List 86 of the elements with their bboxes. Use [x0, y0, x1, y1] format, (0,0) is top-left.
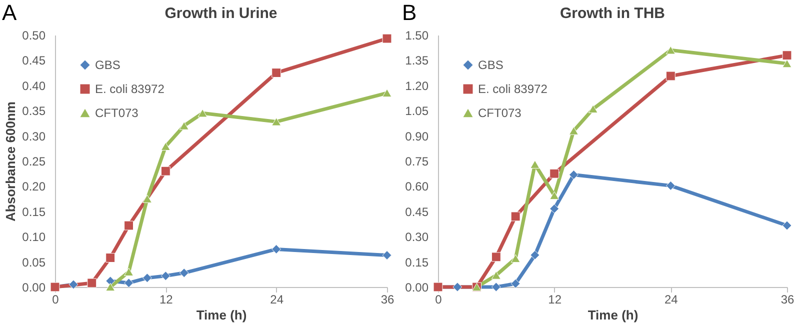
point: [530, 250, 540, 260]
point: [550, 168, 560, 178]
point: [491, 282, 501, 292]
text: A: [2, 0, 17, 26]
x-tick-label: 0: [435, 292, 442, 306]
point: [782, 220, 792, 230]
point: [569, 170, 578, 180]
chart-title: Growth in THB: [560, 5, 666, 22]
point: [87, 278, 97, 288]
y-tick-label: 1.50: [405, 28, 429, 42]
point: [272, 68, 282, 78]
legend-label: GBS: [478, 58, 504, 72]
x-axis-title: Time (h): [588, 308, 638, 322]
x-tick-label: 12: [548, 292, 562, 306]
y-tick-label: 0.30: [22, 129, 46, 144]
legend-label: CFT073: [478, 106, 522, 120]
y-tick-label: 0.00: [22, 280, 46, 294]
point: [198, 108, 208, 118]
point: [106, 253, 116, 262]
y-tick-label: 0.25: [22, 154, 46, 168]
chart-title: Growth in Urine: [164, 5, 278, 22]
y-tick-label: 0.05: [22, 255, 46, 270]
point: [530, 160, 540, 168]
point: [179, 122, 189, 130]
legend-label: CFT073: [95, 106, 139, 120]
point: [782, 50, 792, 60]
y-tick-label: 0.40: [22, 78, 46, 93]
y-tick-label: 0.15: [22, 204, 46, 219]
point: [510, 212, 520, 222]
y-tick-label: 0.35: [22, 104, 46, 118]
y-tick-label: 1.35: [405, 54, 429, 68]
y-tick-label: 0.60: [405, 180, 429, 194]
point: [160, 166, 170, 176]
point: [124, 278, 134, 288]
legend-label: E. coli 83972: [478, 82, 548, 96]
point: [142, 273, 152, 283]
point: [510, 254, 520, 263]
point: [179, 268, 189, 278]
x-tick-label: 24: [270, 292, 284, 306]
point: [68, 280, 78, 290]
point: [382, 34, 392, 44]
point: [491, 271, 501, 280]
x-axis-title: Time (h): [196, 308, 247, 322]
point: [452, 282, 462, 292]
point: [382, 250, 392, 260]
point: [666, 46, 676, 54]
x-tick-label: 0: [52, 292, 60, 306]
point: [550, 191, 560, 200]
point: [782, 59, 792, 68]
x-tick-label: 36: [380, 292, 394, 306]
point: [491, 252, 501, 262]
y-tick-label: 0.90: [405, 129, 429, 144]
y-tick-label: 0.10: [22, 230, 46, 244]
point: [124, 220, 134, 230]
legend-label: GBS: [95, 58, 120, 72]
point: [382, 88, 392, 98]
y-tick-label: 0.50: [22, 28, 46, 42]
point: [588, 104, 598, 114]
point: [124, 268, 134, 276]
y-tick-label: 1.05: [405, 104, 429, 118]
point: [569, 126, 578, 135]
point: [106, 276, 116, 286]
y-tick-label: 0.45: [22, 54, 46, 68]
y-tick-label: 0.75: [405, 154, 429, 168]
y-tick-label: 1.20: [405, 78, 429, 93]
point: [160, 271, 170, 281]
legend-label: E. coli 83972: [95, 82, 165, 96]
point: [272, 244, 282, 254]
point: [272, 118, 282, 126]
point: [510, 278, 520, 288]
y-axis-title: Absorbance 600nm: [3, 102, 18, 222]
y-tick-label: 0.45: [405, 204, 429, 219]
point: [666, 71, 676, 81]
point: [666, 180, 676, 190]
point: [550, 204, 560, 214]
y-tick-label: 0.15: [405, 255, 429, 270]
x-tick-label: 12: [159, 292, 174, 306]
x-tick-label: 36: [780, 292, 794, 306]
point: [106, 282, 116, 292]
y-tick-label: 0.30: [405, 230, 429, 244]
point: [160, 142, 170, 151]
x-tick-label: 24: [664, 292, 678, 306]
y-tick-label: 0.00: [405, 280, 429, 294]
y-tick-label: 0.20: [22, 180, 46, 194]
text: B: [402, 0, 417, 26]
point: [142, 194, 152, 203]
